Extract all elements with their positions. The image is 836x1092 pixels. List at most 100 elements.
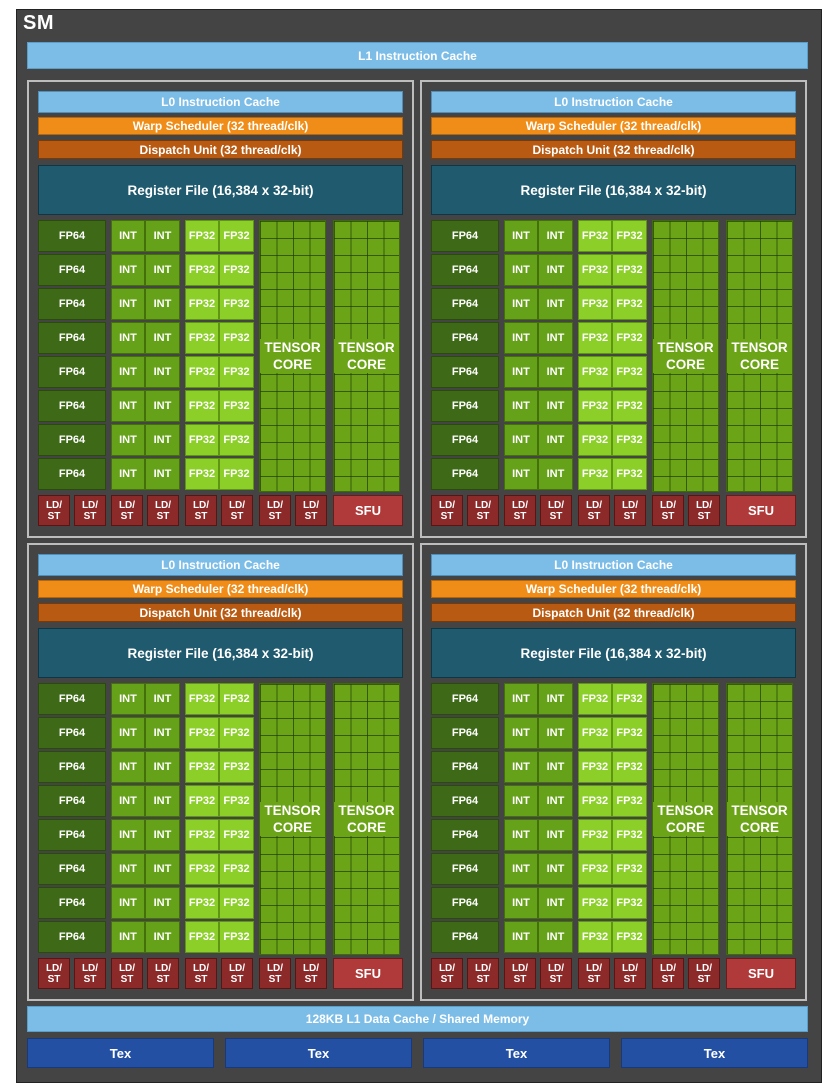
int-unit: INT — [538, 254, 573, 286]
ld-label: LD/ — [659, 499, 677, 511]
fp64-unit: FP64 — [431, 356, 499, 388]
int-unit: INT — [504, 390, 538, 422]
int-unit: INT — [538, 424, 573, 456]
st-label: ST — [83, 973, 97, 985]
st-label: ST — [268, 510, 282, 522]
ld-label: LD/ — [154, 499, 172, 511]
fp32-unit: FP32 — [612, 819, 647, 851]
ld-st-unit: LD/ST — [688, 495, 720, 526]
ld-st-unit: LD/ST — [540, 495, 572, 526]
st-label: ST — [661, 973, 675, 985]
l0-instruction-cache: L0 Instruction Cache — [38, 91, 403, 113]
st-label: ST — [549, 510, 563, 522]
ld-st-unit: LD/ST — [614, 495, 646, 526]
ld-label: LD/ — [438, 499, 456, 511]
st-label: ST — [304, 973, 318, 985]
int-unit: INT — [145, 390, 180, 422]
ld-label: LD/ — [585, 499, 603, 511]
tex-unit: Tex — [225, 1038, 412, 1068]
tensor-core-label: TENSOR CORE — [260, 339, 325, 373]
fp64-unit: FP64 — [431, 458, 499, 490]
fp32-unit: FP32 — [578, 887, 612, 919]
fp32-unit: FP32 — [185, 853, 219, 885]
ld-label: LD/ — [474, 962, 492, 974]
fp64-unit: FP64 — [38, 683, 106, 715]
sfu-unit: SFU — [726, 958, 796, 989]
int-unit: INT — [538, 717, 573, 749]
tensor-core-label: TENSOR CORE — [334, 802, 399, 836]
int-unit: INT — [111, 853, 145, 885]
ld-st-unit: LD/ST — [221, 958, 253, 989]
int-unit: INT — [145, 853, 180, 885]
tensor-core: TENSOR CORE — [259, 683, 326, 955]
fp64-unit: FP64 — [431, 322, 499, 354]
dispatch-unit: Dispatch Unit (32 thread/clk) — [38, 140, 403, 159]
ld-label: LD/ — [118, 962, 136, 974]
ld-st-label: LD/ST — [267, 963, 283, 985]
fp32-unit: FP32 — [219, 887, 254, 919]
fp32-unit: FP32 — [612, 785, 647, 817]
ld-st-unit: LD/ST — [74, 958, 106, 989]
st-label: ST — [587, 973, 601, 985]
sm-title: SM — [23, 12, 54, 34]
fp64-unit: FP64 — [38, 356, 106, 388]
fp64-unit: FP64 — [38, 717, 106, 749]
int-unit: INT — [538, 458, 573, 490]
warp-scheduler: Warp Scheduler (32 thread/clk) — [431, 117, 796, 135]
st-label: ST — [623, 973, 637, 985]
ld-st-label: LD/ST — [229, 500, 245, 522]
ld-label: LD/ — [45, 962, 63, 974]
ld-st-label: LD/ST — [696, 500, 712, 522]
ld-st-label: LD/ST — [622, 963, 638, 985]
ld-st-label: LD/ST — [193, 500, 209, 522]
fp32-unit: FP32 — [219, 751, 254, 783]
int-unit: INT — [111, 356, 145, 388]
ld-st-label: LD/ST — [193, 963, 209, 985]
ld-label: LD/ — [547, 962, 565, 974]
fp32-unit: FP32 — [185, 819, 219, 851]
ld-label: LD/ — [695, 499, 713, 511]
fp64-unit: FP64 — [38, 887, 106, 919]
st-label: ST — [440, 973, 454, 985]
processing-block: L0 Instruction Cache Warp Scheduler (32 t… — [420, 80, 807, 538]
ld-label: LD/ — [154, 962, 172, 974]
ld-st-unit: LD/ST — [614, 958, 646, 989]
tensor-core-label-line1: TENSOR — [338, 803, 395, 818]
ld-label: LD/ — [474, 499, 492, 511]
int-unit: INT — [145, 424, 180, 456]
int-unit: INT — [145, 322, 180, 354]
st-label: ST — [156, 973, 170, 985]
ld-label: LD/ — [228, 962, 246, 974]
fp32-unit: FP32 — [578, 424, 612, 456]
ld-st-unit: LD/ST — [147, 495, 179, 526]
ld-st-label: LD/ST — [303, 500, 319, 522]
processing-block: L0 Instruction Cache Warp Scheduler (32 t… — [27, 80, 414, 538]
ld-label: LD/ — [621, 499, 639, 511]
fp32-unit: FP32 — [219, 785, 254, 817]
ld-st-unit: LD/ST — [578, 958, 610, 989]
fp32-unit: FP32 — [578, 458, 612, 490]
ld-label: LD/ — [695, 962, 713, 974]
tensor-core: TENSOR CORE — [652, 683, 719, 955]
fp32-unit: FP32 — [219, 322, 254, 354]
tensor-core: TENSOR CORE — [259, 220, 326, 492]
int-unit: INT — [111, 288, 145, 320]
fp32-unit: FP32 — [578, 751, 612, 783]
ld-label: LD/ — [118, 499, 136, 511]
int-unit: INT — [538, 356, 573, 388]
fp32-unit: FP32 — [185, 458, 219, 490]
ld-st-label: LD/ST — [622, 500, 638, 522]
ld-st-unit: LD/ST — [504, 958, 536, 989]
tensor-core-label-line2: CORE — [739, 357, 779, 372]
fp64-unit: FP64 — [431, 254, 499, 286]
int-unit: INT — [538, 220, 573, 252]
int-unit: INT — [538, 887, 573, 919]
ld-label: LD/ — [511, 962, 529, 974]
ld-st-label: LD/ST — [82, 500, 98, 522]
processing-block: L0 Instruction Cache Warp Scheduler (32 t… — [27, 543, 414, 1001]
int-unit: INT — [538, 288, 573, 320]
ld-st-label: LD/ST — [119, 500, 135, 522]
st-label: ST — [230, 973, 244, 985]
fp32-unit: FP32 — [578, 254, 612, 286]
tensor-core-label-line1: TENSOR — [657, 340, 714, 355]
